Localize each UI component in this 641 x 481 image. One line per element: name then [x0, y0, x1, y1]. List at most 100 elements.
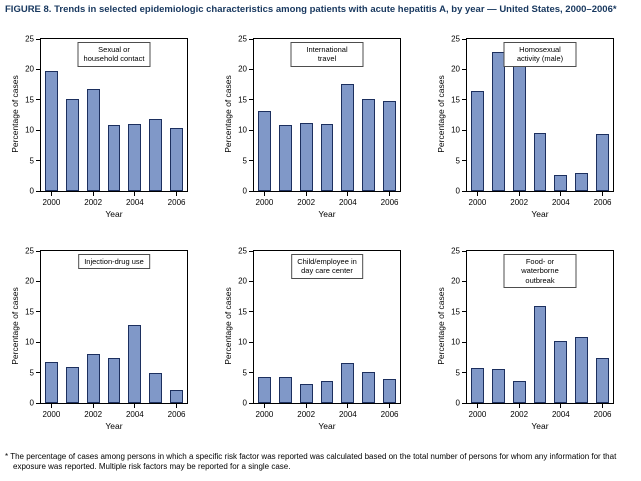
y-axis-label: Percentage of cases [10, 287, 20, 365]
x-tick-label: 2000 [255, 198, 274, 207]
x-tick-label: 2000 [255, 410, 274, 419]
chart-title: Homosexual activity (male) [503, 42, 577, 67]
y-tick-label: 15 [238, 307, 247, 317]
x-tick-label: 2006 [593, 198, 612, 207]
bar [341, 363, 355, 403]
x-tick [263, 404, 265, 408]
plot-area: Homosexual activity (male) 0 5 10 15 20 25 200… [451, 35, 614, 207]
figure-title: FIGURE 8. Trends in selected epidemiolog… [5, 4, 617, 15]
x-tick [560, 192, 562, 196]
bar [128, 123, 142, 191]
bar [341, 84, 355, 191]
y-tick-label: 25 [25, 246, 34, 256]
x-tick [389, 192, 391, 196]
bar [128, 325, 142, 403]
y-tick-label: 10 [451, 337, 460, 347]
bar [149, 373, 163, 403]
y-tick [462, 280, 466, 282]
y-tick-label: 20 [238, 276, 247, 286]
x-tick-label: 2004 [125, 410, 144, 419]
y-tick-label: 20 [238, 64, 247, 74]
y-axis-label: Percentage of cases [10, 75, 20, 153]
y-tick-label: 10 [451, 125, 460, 135]
y-tick-label: 10 [238, 125, 247, 135]
x-axis-label: Year [105, 209, 123, 219]
x-tick [176, 404, 178, 408]
x-tick [176, 192, 178, 196]
y-tick [36, 38, 40, 40]
x-tick-label: 2000 [468, 410, 487, 419]
x-tick-label: 2004 [125, 198, 144, 207]
y-tick [249, 38, 253, 40]
y-tick-label: 25 [451, 246, 460, 256]
plot-area: International travel 0 5 10 15 20 25 2000 2002 2… [238, 35, 401, 207]
chart-title: Sexual or household contact [77, 42, 151, 67]
bar [299, 122, 313, 191]
x-tick [476, 192, 478, 196]
x-tick [476, 404, 478, 408]
bar [107, 125, 121, 191]
y-tick [36, 372, 40, 374]
bar [362, 372, 376, 403]
bar [491, 51, 505, 191]
plot-area: Injection-drug use 0 5 10 15 20 25 2000 2002 200… [25, 247, 188, 419]
bar [65, 98, 79, 191]
x-tick [305, 404, 307, 408]
y-tick-label: 5 [29, 368, 34, 378]
y-tick-label: 15 [25, 307, 34, 317]
bar [86, 353, 100, 403]
bar [575, 172, 589, 191]
y-tick-label: 20 [25, 276, 34, 286]
y-tick [36, 99, 40, 101]
x-tick [518, 192, 520, 196]
x-tick [518, 404, 520, 408]
bar [596, 358, 610, 403]
y-tick [462, 129, 466, 131]
x-tick [263, 192, 265, 196]
x-tick [389, 404, 391, 408]
x-axis-label: Year [531, 421, 549, 431]
bar [278, 124, 292, 191]
bar [383, 101, 397, 191]
y-tick [36, 190, 40, 192]
bar [320, 381, 334, 403]
y-tick-label: 0 [242, 186, 247, 196]
y-tick [249, 190, 253, 192]
x-tick-label: 2004 [551, 410, 570, 419]
y-tick-label: 25 [238, 34, 247, 44]
bar [533, 305, 547, 403]
y-tick-label: 25 [238, 246, 247, 256]
bar [575, 336, 589, 403]
y-tick [36, 250, 40, 252]
x-tick-label: 2000 [42, 198, 61, 207]
bar [299, 383, 313, 403]
x-tick-label: 2002 [297, 410, 316, 419]
y-tick-label: 10 [238, 337, 247, 347]
bar [512, 381, 526, 403]
y-tick [462, 99, 466, 101]
y-tick [249, 99, 253, 101]
y-tick [36, 68, 40, 70]
y-tick [36, 160, 40, 162]
x-tick [602, 192, 604, 196]
bar [257, 376, 271, 403]
bar [149, 118, 163, 191]
bar [533, 133, 547, 191]
bar [65, 366, 79, 403]
bar [44, 361, 58, 403]
bar [86, 89, 100, 191]
bar [383, 379, 397, 403]
y-tick [36, 402, 40, 404]
y-tick-label: 0 [455, 186, 460, 196]
x-tick [50, 192, 52, 196]
y-tick-label: 15 [451, 95, 460, 105]
x-tick [602, 404, 604, 408]
y-axis-label: Percentage of cases [223, 287, 233, 365]
y-tick [249, 311, 253, 313]
y-tick-label: 15 [451, 307, 460, 317]
chart-homosexual-activity-male: Percentage of cases Homosexual activity … [428, 28, 641, 233]
y-tick-label: 5 [455, 368, 460, 378]
x-tick-label: 2002 [84, 410, 103, 419]
y-tick-label: 5 [242, 156, 247, 166]
chart-title: Injection-drug use [78, 254, 150, 270]
